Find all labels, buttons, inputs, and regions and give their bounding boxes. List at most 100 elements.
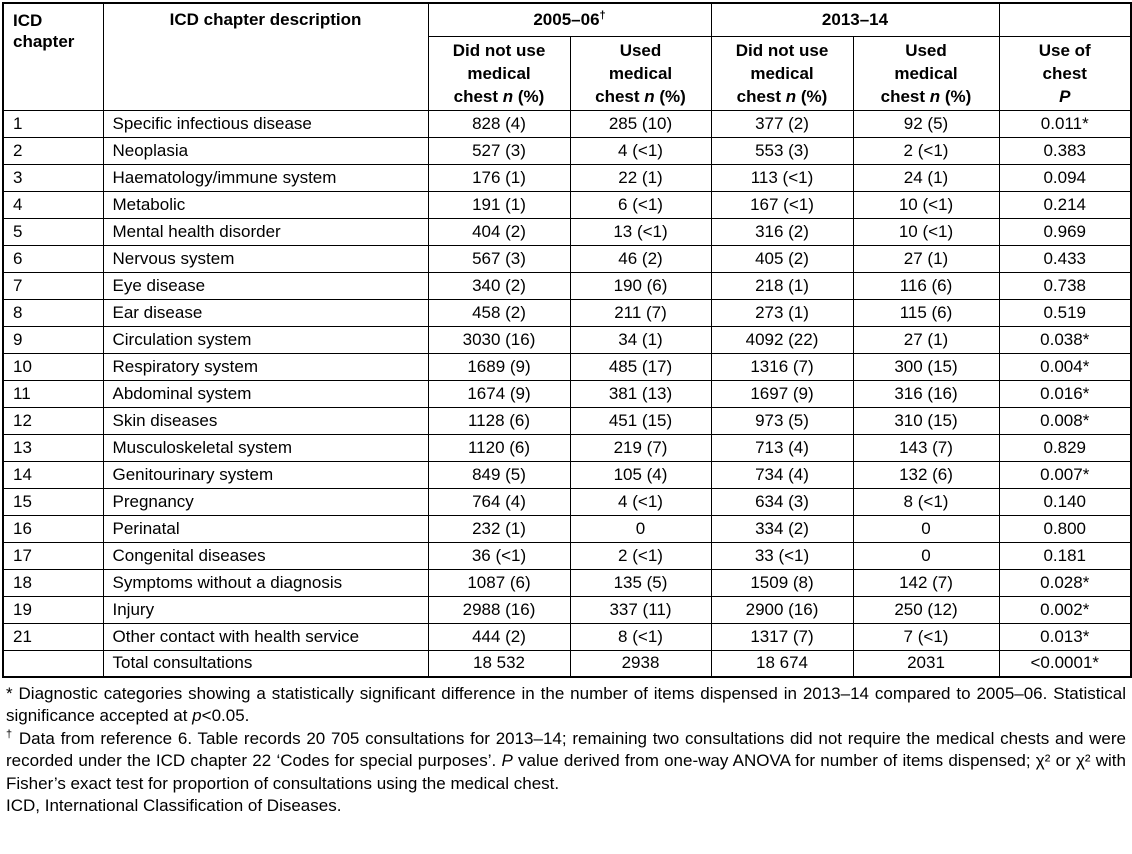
description-cell: Symptoms without a diagnosis — [102, 568, 429, 597]
used-2013-cell: 142 (7) — [852, 568, 1000, 597]
description-cell: Mental health disorder — [102, 217, 429, 246]
p-value-cell: 0.002* — [998, 595, 1132, 624]
used-2013-cell: 132 (6) — [852, 460, 1000, 489]
used-2005-cell: 190 (6) — [569, 271, 712, 300]
used-2005-cell: 2938 — [569, 649, 712, 678]
description-cell: Metabolic — [102, 190, 429, 219]
did-not-use-2005-cell: 36 (<1) — [427, 541, 571, 570]
icd-chapter-cell: 9 — [2, 325, 104, 354]
header-line: Did not use — [735, 40, 829, 60]
description-cell: Respiratory system — [102, 352, 429, 381]
p-value-cell: 0.007* — [998, 460, 1132, 489]
icd-consultations-table: ICD chapter ICD chapter description 2005… — [2, 2, 1132, 678]
p-value-cell: 0.181 — [998, 541, 1132, 570]
description-cell: Musculoskeletal system — [102, 433, 429, 462]
did-not-use-2013-cell: 334 (2) — [710, 514, 854, 543]
used-2005-cell: 34 (1) — [569, 325, 712, 354]
used-2013-cell: 115 (6) — [852, 298, 1000, 327]
used-2005-cell: 211 (7) — [569, 298, 712, 327]
col-header-use-of-chest-p: Use of chest P — [998, 35, 1132, 111]
icd-chapter-cell: 7 — [2, 271, 104, 300]
did-not-use-2013-cell: 113 (<1) — [710, 163, 854, 192]
table-row: 11 Abdominal system 1674 (9) 381 (13) 1697 (… — [2, 379, 1132, 408]
table-row: 15 Pregnancy 764 (4) 4 (<1) 634 (3) 8 (<1) 0.1… — [2, 487, 1132, 516]
used-2005-cell: 2 (<1) — [569, 541, 712, 570]
description-cell: Pregnancy — [102, 487, 429, 516]
used-2005-cell: 4 (<1) — [569, 136, 712, 165]
used-2005-cell: 337 (11) — [569, 595, 712, 624]
header-line: Used — [905, 40, 947, 60]
icd-chapter-cell: 16 — [2, 514, 104, 543]
used-2005-cell: 0 — [569, 514, 712, 543]
did-not-use-2013-cell: 4092 (22) — [710, 325, 854, 354]
did-not-use-2013-cell: 713 (4) — [710, 433, 854, 462]
header-line: chest — [595, 86, 645, 106]
used-2013-cell: 10 (<1) — [852, 217, 1000, 246]
p-value-cell: 0.433 — [998, 244, 1132, 273]
icd-chapter-cell: 13 — [2, 433, 104, 462]
table-row: 17 Congenital diseases 36 (<1) 2 (<1) 33 (<1… — [2, 541, 1132, 570]
p-value-cell: 0.004* — [998, 352, 1132, 381]
did-not-use-2005-cell: 1674 (9) — [427, 379, 571, 408]
did-not-use-2013-cell: 1316 (7) — [710, 352, 854, 381]
p-value-cell: 0.214 — [998, 190, 1132, 219]
p-value-cell: 0.969 — [998, 217, 1132, 246]
p-value-cell: 0.038* — [998, 325, 1132, 354]
used-2005-cell: 6 (<1) — [569, 190, 712, 219]
n-symbol: n — [929, 86, 941, 106]
description-cell: Injury — [102, 595, 429, 624]
footnote-text-segment: Data from reference 6. Table records 20 … — [6, 728, 1126, 771]
did-not-use-2005-cell: 18 532 — [427, 649, 571, 678]
header-line: medical — [467, 63, 531, 83]
did-not-use-2005-cell: 1120 (6) — [427, 433, 571, 462]
header-line: medical — [894, 63, 958, 83]
col-header-empty — [998, 2, 1132, 37]
used-2005-cell: 285 (10) — [569, 109, 712, 138]
icd-chapter-cell: 18 — [2, 568, 104, 597]
table-row: 10 Respiratory system 1689 (9) 485 (17) 1316… — [2, 352, 1132, 381]
header-line: chest — [1042, 63, 1087, 83]
did-not-use-2013-cell: 273 (1) — [710, 298, 854, 327]
did-not-use-2005-cell: 2988 (16) — [427, 595, 571, 624]
header-line: Used — [619, 40, 662, 60]
col-header-description: ICD chapter description — [102, 2, 429, 111]
used-2005-cell: 22 (1) — [569, 163, 712, 192]
table-row: 2 Neoplasia 527 (3) 4 (<1) 553 (3) 2 (<1) 0.38… — [2, 136, 1132, 165]
icd-chapter-cell: 5 — [2, 217, 104, 246]
description-cell: Other contact with health service — [102, 622, 429, 651]
p-value-cell: 0.011* — [998, 109, 1132, 138]
did-not-use-2005-cell: 340 (2) — [427, 271, 571, 300]
p-symbol: p — [192, 706, 202, 726]
header-line: chest — [880, 86, 930, 106]
used-2005-cell: 4 (<1) — [569, 487, 712, 516]
header-line: (%) — [796, 86, 828, 106]
description-cell: Ear disease — [102, 298, 429, 327]
table-row: 6 Nervous system 567 (3) 46 (2) 405 (2) 27 (1… — [2, 244, 1132, 273]
icd-chapter-cell: 3 — [2, 163, 104, 192]
p-value-cell: 0.140 — [998, 487, 1132, 516]
header-line: Did not use — [452, 40, 546, 60]
used-2005-cell: 219 (7) — [569, 433, 712, 462]
col-header-did-not-use-2005: Did not use medical chest n (%) — [427, 35, 571, 111]
used-2005-cell: 381 (13) — [569, 379, 712, 408]
header-line: (%) — [940, 86, 972, 106]
header-line: medical — [608, 63, 673, 83]
col-header-icd-chapter: ICD chapter — [2, 2, 104, 111]
footnote-data-source: † Data from reference 6. Table records 2… — [2, 728, 1130, 795]
table-row: 18 Symptoms without a diagnosis 1087 (6) 13… — [2, 568, 1132, 597]
p-value-cell: 0.016* — [998, 379, 1132, 408]
icd-chapter-cell: 1 — [2, 109, 104, 138]
header-line: (%) — [654, 86, 686, 106]
did-not-use-2013-cell: 553 (3) — [710, 136, 854, 165]
icd-chapter-cell: 6 — [2, 244, 104, 273]
did-not-use-2013-cell: 1509 (8) — [710, 568, 854, 597]
used-2013-cell: 2031 — [852, 649, 1000, 678]
used-2013-cell: 0 — [852, 541, 1000, 570]
table-row: 5 Mental health disorder 404 (2) 13 (<1) 316… — [2, 217, 1132, 246]
did-not-use-2005-cell: 404 (2) — [427, 217, 571, 246]
header-line: chest — [453, 86, 503, 106]
icd-chapter-cell: 8 — [2, 298, 104, 327]
description-cell: Total consultations — [102, 649, 429, 678]
table-row: 21 Other contact with health service 444 (… — [2, 622, 1132, 651]
p-value-cell: 0.738 — [998, 271, 1132, 300]
